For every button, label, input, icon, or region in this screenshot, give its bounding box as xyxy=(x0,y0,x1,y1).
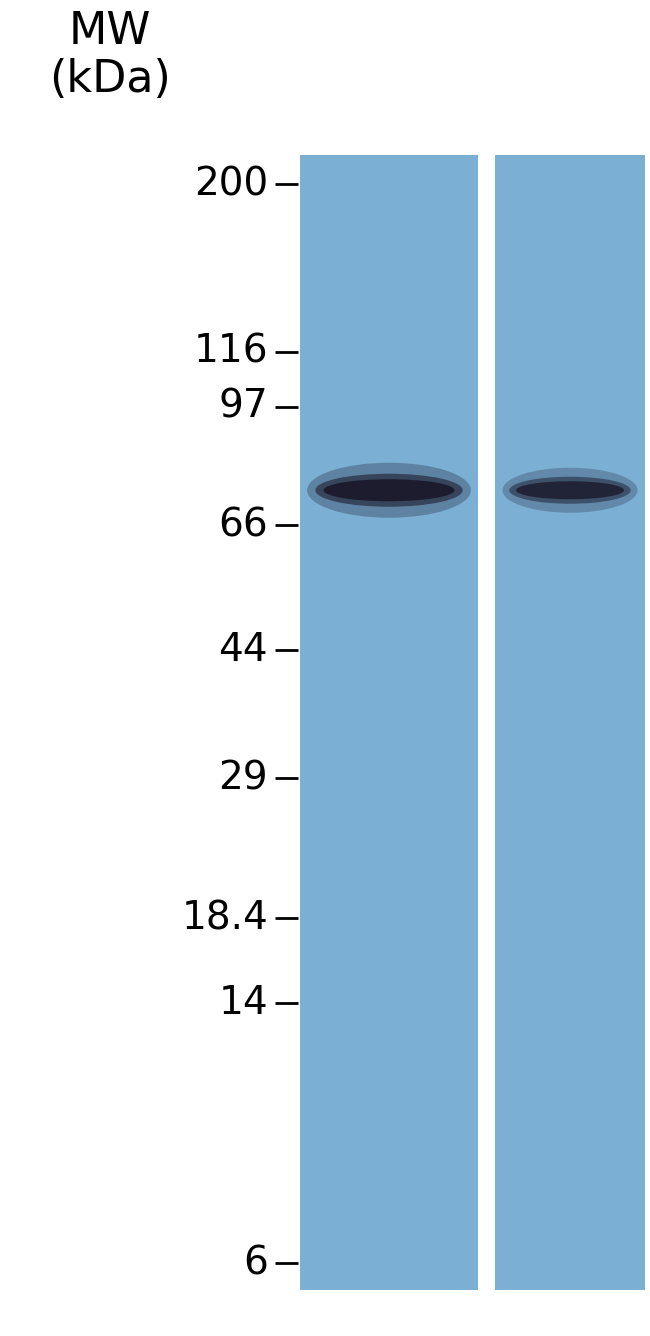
Text: 44: 44 xyxy=(218,631,268,669)
Ellipse shape xyxy=(315,474,463,506)
Text: 66: 66 xyxy=(218,506,268,545)
Bar xyxy=(300,155,478,1291)
Text: 14: 14 xyxy=(218,983,268,1022)
Ellipse shape xyxy=(307,462,471,518)
Ellipse shape xyxy=(516,481,624,500)
Text: MW
(kDa): MW (kDa) xyxy=(49,9,171,102)
Ellipse shape xyxy=(509,477,630,504)
Text: 200: 200 xyxy=(194,166,268,203)
Text: 6: 6 xyxy=(243,1244,268,1283)
Ellipse shape xyxy=(324,480,454,501)
Text: 116: 116 xyxy=(194,333,268,371)
Text: 29: 29 xyxy=(218,759,268,798)
Text: 18.4: 18.4 xyxy=(181,899,268,938)
Bar xyxy=(495,155,645,1291)
Ellipse shape xyxy=(502,468,638,513)
Text: 97: 97 xyxy=(218,387,268,426)
